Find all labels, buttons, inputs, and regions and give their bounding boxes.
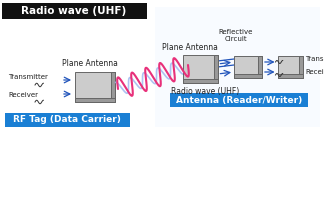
Bar xyxy=(182,55,217,83)
FancyBboxPatch shape xyxy=(155,7,320,127)
Bar xyxy=(277,56,303,78)
Text: Plane Antenna: Plane Antenna xyxy=(62,59,118,68)
Text: Antenna (Reader/Writer): Antenna (Reader/Writer) xyxy=(176,95,302,105)
Bar xyxy=(234,56,262,78)
FancyBboxPatch shape xyxy=(2,3,147,19)
Bar xyxy=(277,74,303,78)
Bar xyxy=(214,55,217,83)
FancyBboxPatch shape xyxy=(170,93,308,107)
Text: Transmitter: Transmitter xyxy=(306,56,324,62)
Text: RF Tag (Data Carrier): RF Tag (Data Carrier) xyxy=(13,115,121,125)
Text: Receiver: Receiver xyxy=(306,69,324,75)
FancyBboxPatch shape xyxy=(5,113,130,127)
Bar xyxy=(75,72,115,102)
Text: Radio wave (UHF): Radio wave (UHF) xyxy=(171,87,239,96)
Bar xyxy=(234,74,262,78)
Text: Transmitter: Transmitter xyxy=(8,74,48,80)
Bar xyxy=(298,56,303,78)
Bar xyxy=(111,72,115,102)
Text: Radio wave (UHF): Radio wave (UHF) xyxy=(21,6,127,16)
Bar xyxy=(258,56,262,78)
Text: Reflective
Circuit: Reflective Circuit xyxy=(219,28,253,42)
Text: Plane Antenna: Plane Antenna xyxy=(162,43,218,52)
Bar xyxy=(182,79,217,83)
Bar xyxy=(75,98,115,102)
Text: Receiver: Receiver xyxy=(8,92,38,98)
